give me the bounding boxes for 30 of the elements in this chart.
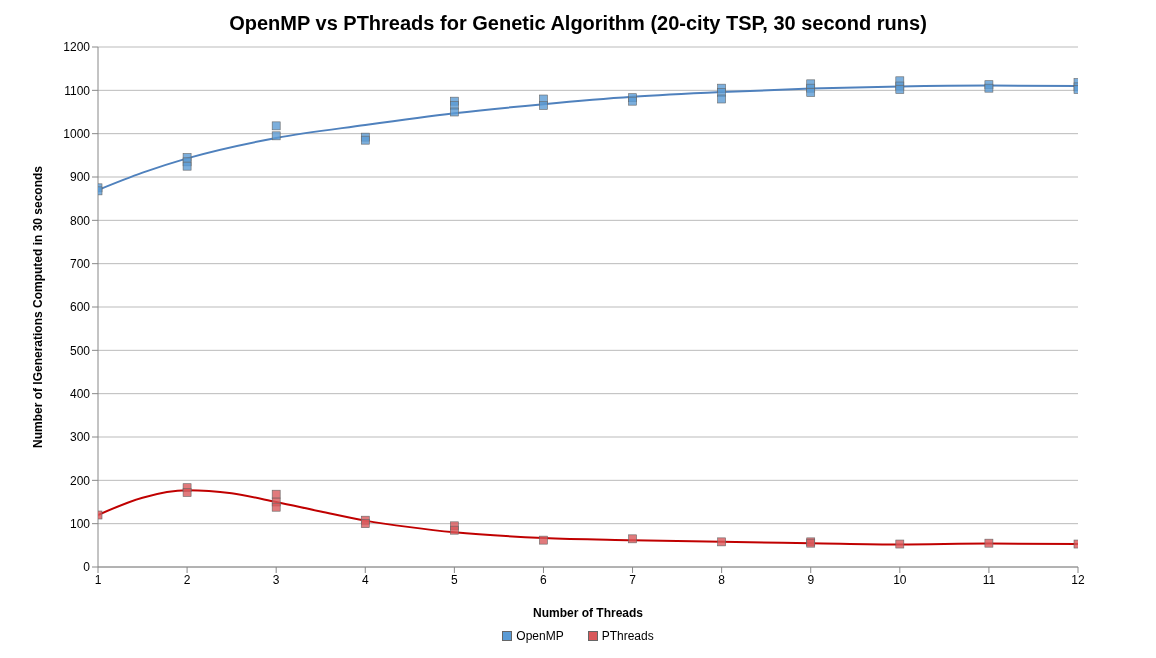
y-tick-label: 1000: [63, 126, 91, 141]
legend-label: OpenMP: [515, 629, 564, 643]
y-tick-label: 500: [69, 343, 91, 358]
y-tick-label: 700: [69, 256, 91, 271]
y-tick-label: 400: [69, 386, 91, 401]
y-tick-label: 100: [69, 516, 91, 531]
y-tick-label: 600: [69, 300, 91, 315]
y-axis-title: Number of lGenerations Computed in 30 seconds: [31, 165, 46, 449]
x-tick-label: 11: [982, 572, 996, 587]
x-tick-label: 2: [183, 572, 191, 587]
y-tick-label: 300: [69, 430, 91, 445]
x-tick-label: 12: [1071, 572, 1085, 587]
x-tick-label: 7: [629, 572, 637, 587]
y-tick-label: 900: [69, 170, 91, 185]
x-tick-label: 10: [893, 572, 907, 587]
y-tick-label: 1100: [64, 83, 91, 98]
y-tick-label: 1200: [63, 40, 91, 55]
x-tick-label: 1: [94, 572, 102, 587]
chart-title: OpenMP vs PThreads for Genetic Algorithm (20-city TSP, 30 second runs): [228, 12, 928, 35]
x-axis-title: Number of Threads: [532, 606, 644, 620]
x-tick-label: 9: [807, 572, 815, 587]
y-tick-label: 200: [69, 473, 91, 488]
x-tick-label: 6: [540, 572, 548, 587]
x-tick-label: 4: [361, 572, 369, 587]
y-tick-label: 0: [83, 560, 91, 575]
x-tick-label: 3: [272, 572, 280, 587]
x-tick-label: 8: [718, 572, 726, 587]
legend-label: PThreads: [600, 629, 654, 643]
x-tick-label: 5: [451, 572, 459, 587]
y-tick-label: 800: [69, 213, 91, 228]
